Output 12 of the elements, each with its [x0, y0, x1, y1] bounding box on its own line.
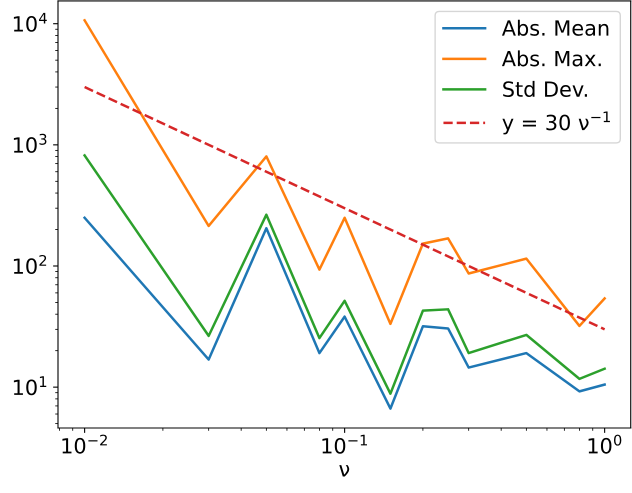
x-axis-title: ν	[339, 465, 350, 476]
x-tick-label: 10$^{−2}$	[62, 434, 107, 454]
x-tick-label: 10$^{0}$	[588, 434, 622, 454]
y-tick-label: 10$^{3}$	[14, 134, 46, 153]
legend-label: y = 30 ν$^{−1}$	[502, 111, 610, 134]
y-tick-label: 10$^{1}$	[14, 376, 46, 396]
legend-label: Abs. Max.	[502, 50, 601, 66]
legend-label: Std Dev.	[503, 80, 587, 98]
x-tick-label: 10$^{−1}$	[322, 434, 368, 454]
legend-label: Abs. Mean	[502, 20, 608, 36]
y-tick-label: 10$^{4}$	[14, 12, 47, 32]
y-tick-label: 10$^{2}$	[14, 254, 46, 274]
